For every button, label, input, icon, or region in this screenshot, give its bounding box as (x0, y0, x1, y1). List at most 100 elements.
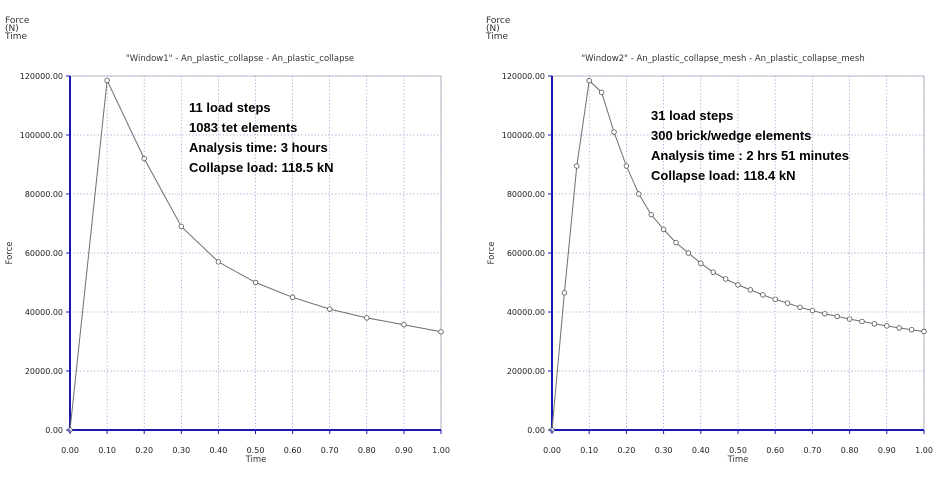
annotation-analysis-time: Analysis time : 2 hrs 51 minutes (651, 148, 849, 163)
data-point (784, 300, 791, 306)
data-point (648, 211, 654, 218)
series-layer (549, 78, 927, 433)
x-axis-label: Time (245, 455, 267, 465)
data-point (215, 259, 222, 265)
x-tick-label: 1.00 (432, 446, 450, 455)
chart-title: "Window1" - An_plastic_collapse - An_pla… (126, 54, 354, 64)
x-tick-label: 0.00 (543, 446, 561, 455)
x-tick-label: 0.90 (878, 446, 896, 455)
data-point (673, 239, 679, 246)
data-point (772, 296, 778, 303)
data-point (710, 269, 716, 275)
chart-window1: Force (N) Time "Window1" - An_plastic_co… (4, 16, 450, 465)
x-tick-label: 0.10 (580, 446, 598, 455)
legend-label-time: Time (485, 32, 508, 42)
data-point (722, 276, 729, 282)
x-axis-label: Time (727, 455, 749, 465)
annotation-box: 11 load steps 1083 tet elements Analysis… (189, 100, 334, 175)
data-point (611, 129, 617, 135)
y-tick-label: 100000.00 (502, 131, 545, 140)
annotation-elements: 1083 tet elements (189, 120, 297, 135)
legend-label-time: Time (4, 32, 27, 42)
data-point (797, 304, 803, 310)
y-tick-label: 20000.00 (507, 367, 545, 376)
y-tick-label: 120000.00 (502, 72, 545, 81)
data-point (896, 325, 902, 331)
data-point (884, 323, 890, 329)
y-tick-label: 0.00 (527, 426, 545, 435)
x-tick-label: 1.00 (915, 446, 933, 455)
tick-labels: 0.00 0.10 0.20 0.30 0.40 0.50 0.60 0.70 0.80 0.90… (502, 72, 933, 455)
annotation-elements: 300 brick/wedge elements (651, 128, 811, 143)
legend-label-unit: (N) (5, 24, 19, 34)
data-point (252, 279, 259, 286)
x-tick-label: 0.20 (617, 446, 635, 455)
y-tick-label: 100000.00 (20, 131, 63, 140)
y-tick-label: 80000.00 (507, 190, 545, 199)
data-point (747, 287, 754, 293)
annotation-analysis-time: Analysis time: 3 hours (189, 140, 328, 155)
data-point (636, 191, 642, 197)
y-tick-label: 120000.00 (20, 72, 63, 81)
x-tick-label: 0.50 (247, 446, 265, 455)
y-tick-label: 40000.00 (25, 308, 63, 317)
chart-title: "Window2" - An_plastic_collapse_mesh - A… (581, 54, 864, 64)
legend-label-unit: (N) (486, 24, 500, 34)
annotation-collapse-load: Collapse load: 118.4 kN (651, 168, 796, 183)
y-tick-label: 40000.00 (507, 308, 545, 317)
data-point (871, 321, 878, 327)
series-layer (67, 77, 444, 433)
annotation-collapse-load: Collapse load: 118.5 kN (189, 160, 334, 175)
data-point (822, 311, 828, 317)
data-point (178, 223, 184, 230)
y-tick-label: 0.00 (45, 426, 63, 435)
legend-label-force: Force (486, 16, 511, 26)
y-axis-label: Force (5, 242, 15, 265)
data-point (921, 328, 927, 335)
x-tick-label: 0.40 (209, 446, 227, 455)
y-tick-label: 20000.00 (25, 367, 63, 376)
annotation-load-steps: 31 load steps (651, 108, 733, 123)
x-tick-label: 0.40 (692, 446, 710, 455)
x-tick-label: 0.10 (98, 446, 116, 455)
data-point (401, 321, 407, 328)
x-tick-label: 0.60 (284, 446, 302, 455)
y-tick-label: 60000.00 (507, 249, 545, 258)
data-point (846, 316, 853, 322)
data-point (834, 313, 840, 320)
x-tick-label: 0.00 (61, 446, 79, 455)
x-tick-label: 0.70 (321, 446, 339, 455)
data-point (561, 290, 568, 296)
data-point (859, 318, 865, 325)
data-point (289, 294, 296, 300)
data-point (660, 226, 667, 233)
annotation-box: 31 load steps 300 brick/wedge elements A… (651, 108, 849, 183)
data-point (104, 77, 110, 84)
y-tick-label: 60000.00 (25, 249, 63, 258)
data-point (809, 307, 816, 314)
annotation-load-steps: 11 load steps (189, 100, 271, 115)
x-tick-label: 0.30 (655, 446, 673, 455)
x-tick-label: 0.20 (135, 446, 153, 455)
tick-labels: 0.00 0.10 0.20 0.30 0.40 0.50 0.60 0.70 0.80 0.90… (20, 72, 450, 455)
x-tick-label: 0.90 (395, 446, 413, 455)
chart-window2: Force (N) Time "Window2" - An_plastic_co… (485, 16, 933, 465)
x-tick-label: 0.80 (841, 446, 859, 455)
data-point (760, 292, 766, 298)
data-point (586, 78, 592, 84)
data-point (735, 282, 741, 288)
data-point (908, 327, 915, 333)
x-tick-label: 0.70 (803, 446, 821, 455)
x-tick-label: 0.60 (766, 446, 784, 455)
data-point (574, 163, 580, 169)
data-point (698, 260, 704, 267)
legend-label-force: Force (5, 16, 30, 26)
data-point (327, 306, 333, 312)
y-axis-label: Force (487, 242, 497, 265)
data-point (598, 89, 605, 95)
data-point (623, 163, 630, 169)
grid-lines (551, 75, 925, 431)
data-point (141, 155, 147, 162)
data-point (364, 315, 370, 321)
